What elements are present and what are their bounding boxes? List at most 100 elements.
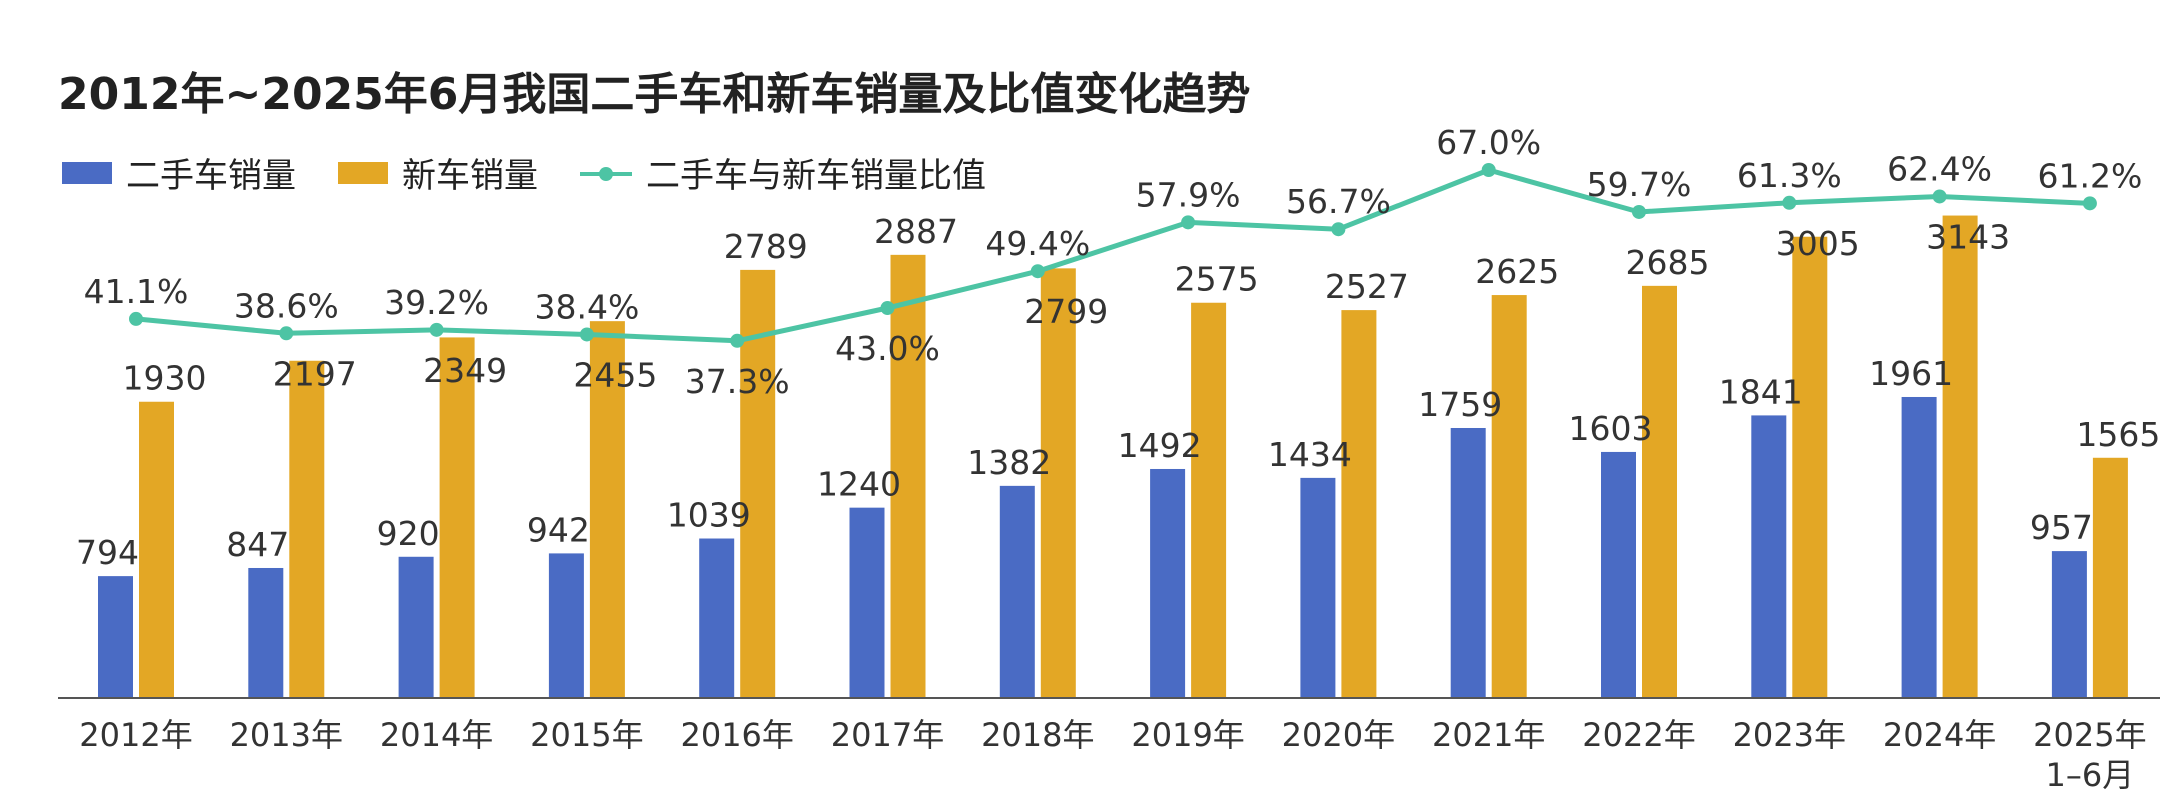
bar-new-cars — [139, 401, 174, 698]
bar-used-cars — [1300, 477, 1336, 698]
data-label-used-cars: 1434 — [1268, 435, 1352, 474]
bar-new-cars — [1341, 310, 1377, 698]
bar-used-cars — [1150, 468, 1186, 698]
bar-new-cars — [1491, 295, 1527, 698]
ratio-point — [429, 322, 444, 337]
bar-used-cars — [98, 576, 133, 698]
bar-used-cars — [1450, 427, 1486, 698]
bar-used-cars — [548, 553, 584, 698]
chart-title: 2012年~2025年6月我国二手车和新车销量及比值变化趋势 — [58, 69, 1251, 120]
x-tick-label: 2013年 — [230, 716, 343, 754]
data-label-ratio: 43.0% — [835, 329, 940, 368]
x-tick-label: 2024年 — [1883, 716, 1996, 754]
legend-label-ratio: 二手车与新车销量比值 — [646, 156, 986, 196]
data-label-ratio: 61.2% — [2037, 156, 2142, 195]
legend-label-new-cars: 新车销量 — [402, 156, 538, 196]
ratio-point — [1932, 189, 1947, 204]
data-label-ratio: 38.4% — [534, 287, 639, 326]
bar-used-cars — [2051, 551, 2087, 698]
bar-used-cars — [1901, 396, 1937, 698]
data-label-ratio: 62.4% — [1887, 149, 1992, 188]
data-label-new-cars: 2197 — [273, 354, 357, 393]
data-label-used-cars: 847 — [226, 525, 289, 564]
x-tick-label: 2018年 — [981, 716, 1094, 754]
x-tick-label: 2022年 — [1582, 716, 1695, 754]
bar-new-cars — [890, 254, 926, 698]
bar-used-cars — [248, 567, 284, 698]
ratio-point — [2082, 196, 2097, 211]
data-label-new-cars: 2455 — [573, 355, 657, 394]
data-label-used-cars: 1759 — [1418, 385, 1502, 424]
data-label-new-cars: 2527 — [1325, 267, 1409, 306]
legend-swatch-used-cars — [62, 161, 112, 184]
data-label-new-cars: 2789 — [724, 227, 808, 266]
ratio-line — [135, 167, 2091, 344]
bar-used-cars — [849, 507, 885, 698]
data-label-ratio: 37.3% — [685, 362, 790, 401]
legend-item-used-cars: 二手车销量 — [62, 148, 296, 197]
data-label-new-cars: 2887 — [874, 212, 958, 251]
data-label-ratio: 39.2% — [384, 283, 489, 322]
data-label-ratio: 59.7% — [1587, 165, 1692, 204]
data-label-ratio: 57.9% — [1136, 175, 1241, 214]
bar-used-cars — [1751, 415, 1787, 698]
data-label-used-cars: 1603 — [1569, 409, 1653, 448]
x-tick-label: 2020年 — [1282, 716, 1395, 754]
data-label-used-cars: 1961 — [1869, 354, 1953, 393]
x-tick-label: 2014年 — [380, 716, 493, 754]
data-label-ratio: 49.4% — [985, 224, 1090, 263]
data-label-new-cars: 1565 — [2076, 415, 2160, 454]
bar-new-cars — [1191, 302, 1227, 698]
bar-used-cars — [699, 538, 735, 698]
data-label-ratio: 56.7% — [1286, 182, 1391, 221]
x-tick-label: 2012年 — [79, 716, 192, 754]
data-label-new-cars: 2799 — [1024, 292, 1108, 331]
data-label-ratio: 41.1% — [84, 272, 189, 311]
bar-used-cars — [1601, 451, 1636, 698]
data-label-new-cars: 2625 — [1475, 252, 1559, 291]
data-label-new-cars: 2685 — [1626, 243, 1710, 282]
x-tick-label: 1–6月 — [2046, 756, 2135, 794]
data-label-used-cars: 1240 — [817, 465, 901, 504]
x-tick-label: 2015年 — [530, 716, 643, 754]
bar-new-cars — [1642, 285, 1677, 698]
legend-swatch-new-cars — [338, 161, 388, 184]
data-label-used-cars: 1039 — [667, 496, 751, 535]
legend-swatch-ratio — [580, 162, 632, 184]
ratio-point — [1632, 204, 1646, 219]
ratio-point — [129, 311, 143, 326]
data-label-used-cars: 1492 — [1118, 426, 1202, 465]
data-label-new-cars: 1930 — [123, 359, 207, 398]
ratio-point — [880, 301, 895, 315]
data-label-ratio: 61.3% — [1737, 156, 1842, 195]
data-label-used-cars: 794 — [76, 533, 139, 572]
ratio-point — [579, 327, 594, 342]
legend-item-ratio: 二手车与新车销量比值 — [580, 148, 986, 197]
legend-label-used-cars: 二手车销量 — [126, 156, 296, 196]
bar-new-cars — [289, 360, 325, 698]
ratio-point — [1782, 195, 1797, 210]
data-label-used-cars: 920 — [377, 514, 440, 553]
ratio-point — [279, 326, 294, 341]
ratio-point — [1030, 264, 1045, 279]
bar-used-cars — [999, 485, 1035, 698]
data-label-used-cars: 1382 — [967, 443, 1051, 482]
bar-new-cars — [2092, 457, 2128, 698]
ratio-point — [1181, 215, 1196, 230]
ratio-point — [1331, 222, 1346, 237]
bar-new-cars — [1942, 215, 1978, 698]
data-label-ratio: 38.6% — [234, 286, 339, 325]
data-label-used-cars: 1841 — [1719, 372, 1803, 411]
data-label-used-cars: 957 — [2030, 508, 2093, 547]
x-tick-label: 2016年 — [680, 716, 793, 754]
x-tick-label: 2017年 — [831, 716, 944, 754]
x-tick-label: 2021年 — [1432, 716, 1545, 754]
bar-new-cars — [589, 321, 625, 698]
ratio-point — [730, 333, 745, 348]
ratio-point — [1481, 163, 1496, 177]
bar-used-cars — [398, 556, 434, 698]
data-label-new-cars: 2349 — [423, 351, 507, 390]
data-label-new-cars: 3005 — [1776, 224, 1860, 263]
x-tick-label: 2025年 — [2033, 716, 2146, 754]
